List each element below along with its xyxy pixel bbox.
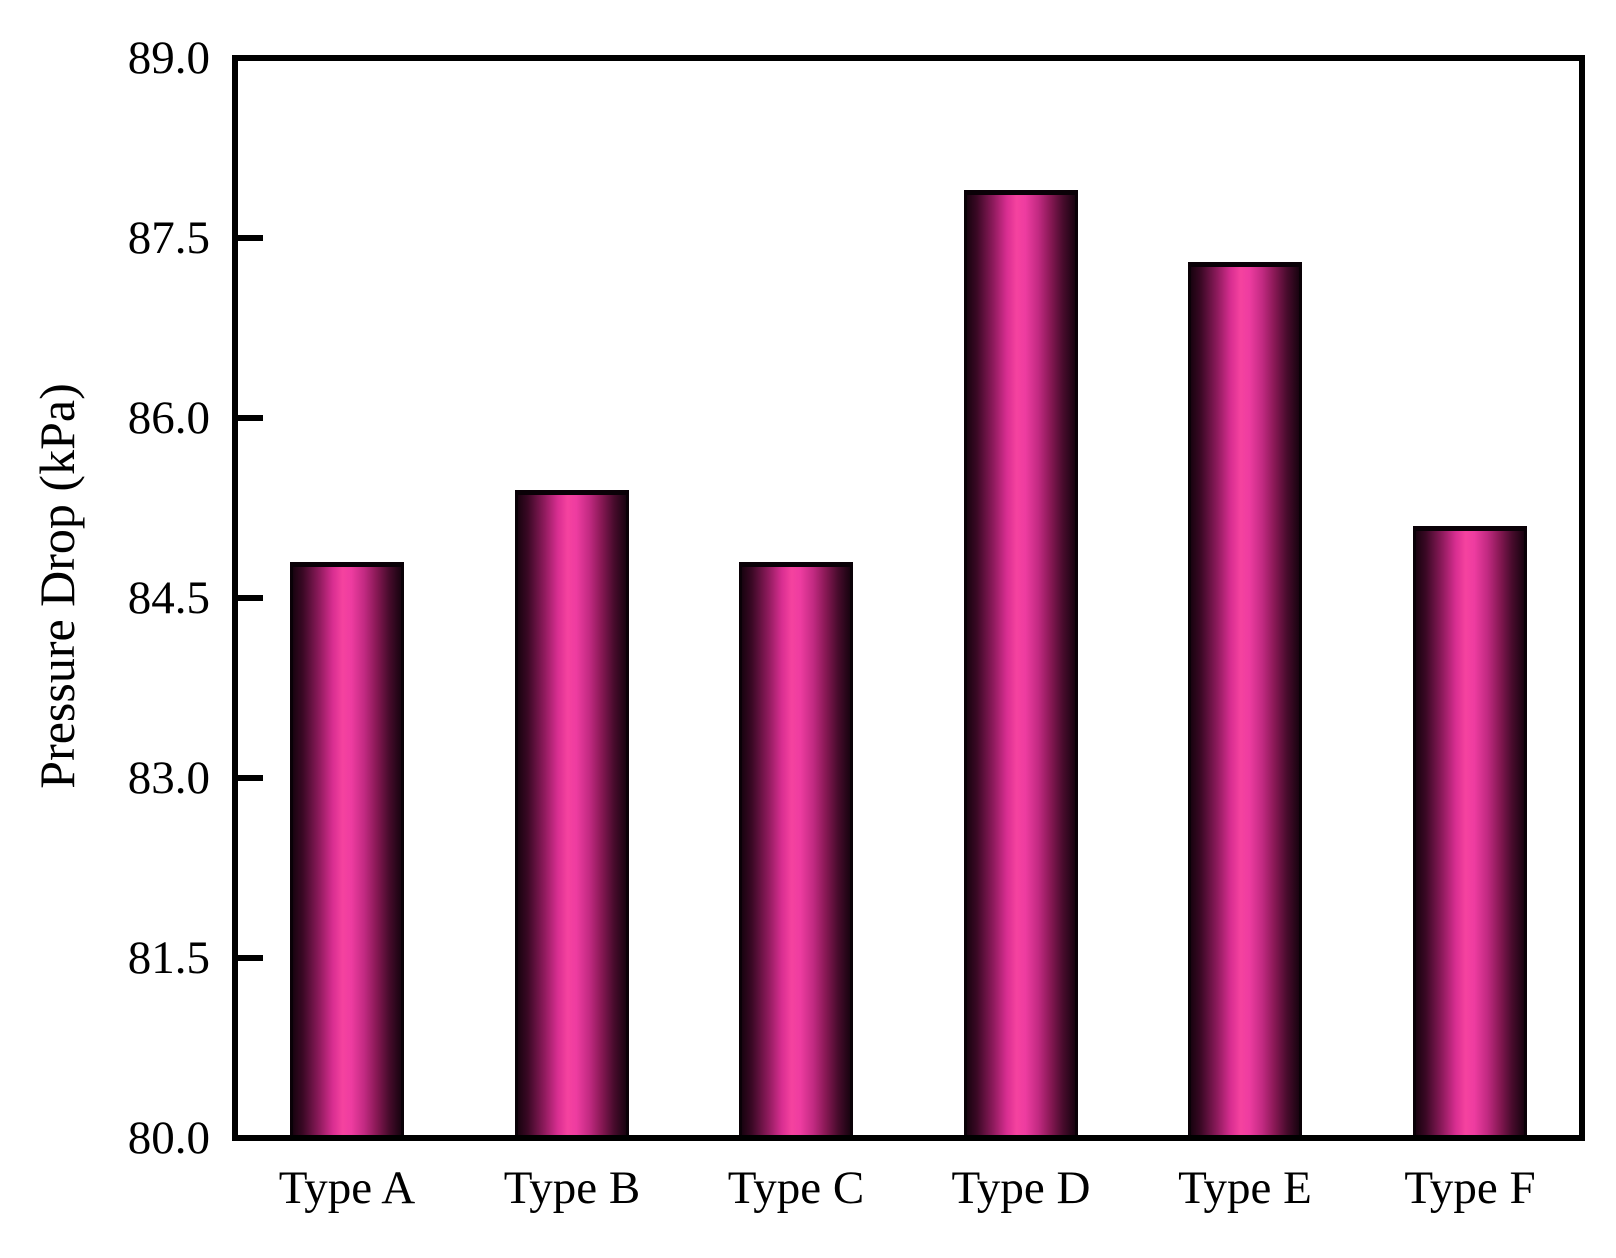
x-tick-label-type-f: Type F	[1404, 1162, 1536, 1214]
y-tick-mark	[238, 595, 263, 601]
bar-type-f	[1413, 526, 1527, 1135]
x-tick-label-type-c: Type C	[727, 1162, 865, 1214]
y-tick-label: 80.0	[127, 1112, 210, 1164]
y-tick-label: 87.5	[127, 212, 210, 264]
x-tick-label-type-a: Type A	[278, 1162, 416, 1214]
plot-frame	[232, 55, 1585, 1141]
y-tick-mark	[238, 1135, 263, 1141]
y-tick-mark	[238, 955, 263, 961]
y-tick-label: 86.0	[127, 392, 210, 444]
y-tick-mark	[238, 235, 263, 241]
x-tick-label-type-d: Type D	[951, 1162, 1091, 1214]
y-tick-label: 83.0	[127, 752, 210, 804]
bar-type-b	[515, 490, 629, 1135]
x-tick-label-type-e: Type E	[1178, 1162, 1312, 1214]
bar-type-d	[964, 190, 1078, 1135]
y-tick-label: 84.5	[127, 572, 210, 624]
y-tick-label: 89.0	[127, 32, 210, 84]
y-tick-mark	[238, 415, 263, 421]
bar-type-a	[290, 562, 404, 1135]
y-tick-mark	[238, 55, 263, 61]
x-tick-label-type-b: Type B	[503, 1162, 641, 1214]
bar-type-e	[1188, 262, 1302, 1135]
bar-type-c	[739, 562, 853, 1135]
y-tick-mark	[238, 775, 263, 781]
y-tick-label: 81.5	[127, 932, 210, 984]
